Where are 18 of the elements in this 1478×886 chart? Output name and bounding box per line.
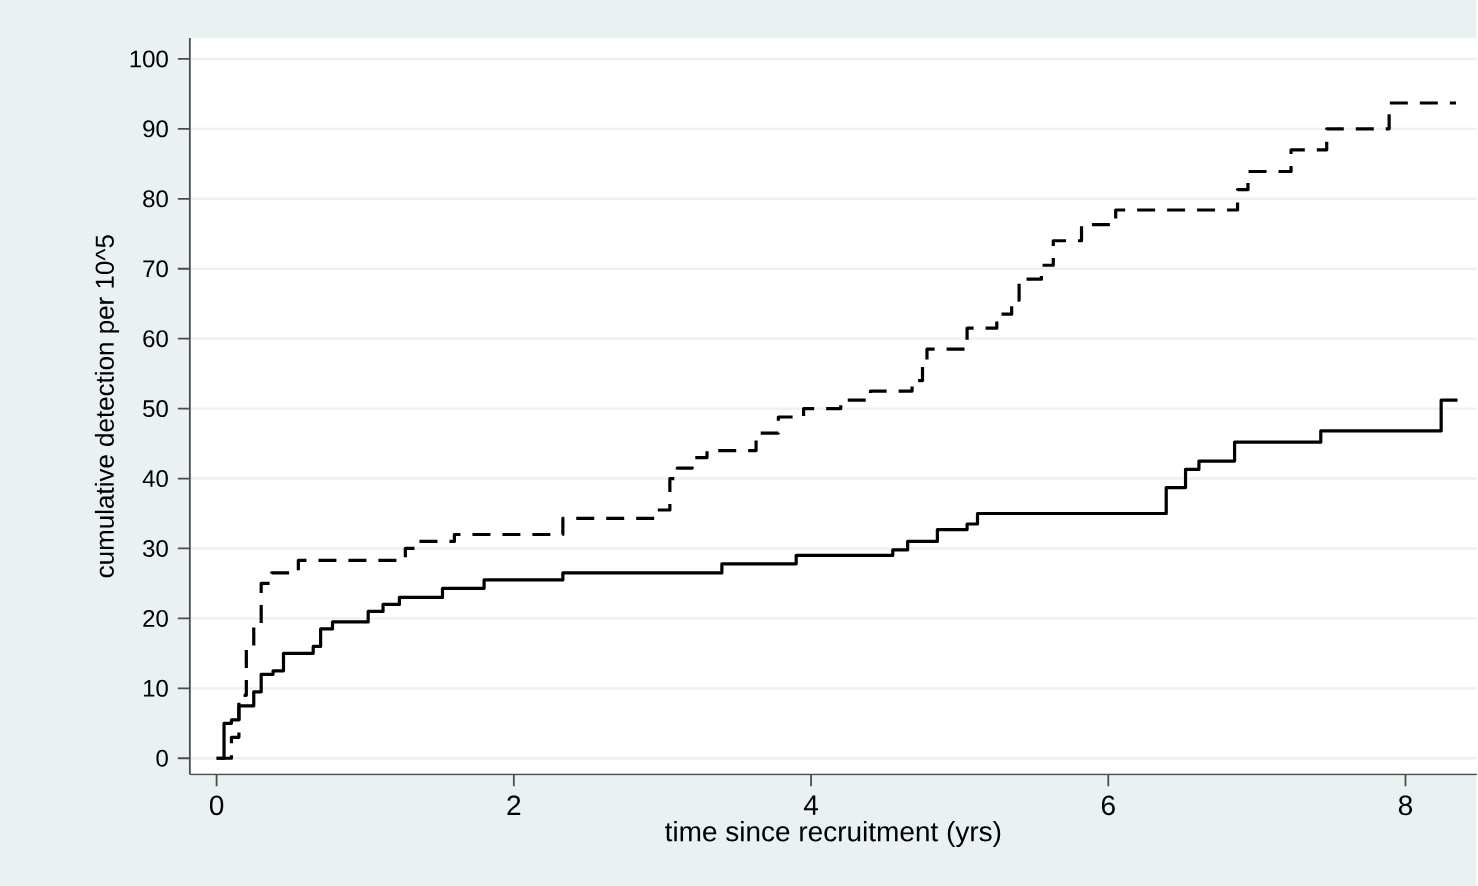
y-tick-label: 30 [143, 539, 168, 557]
x-tick-label: 6 [1101, 795, 1115, 816]
x-tick-label: 8 [1398, 795, 1413, 816]
y-tick-label: 0 [156, 749, 168, 767]
x-tick-label: 4 [803, 795, 818, 815]
y-axis-title: cumulative detection per 10^5 [94, 235, 120, 578]
y-tick-label: 20 [143, 609, 168, 627]
x-tick-label: 0 [209, 795, 224, 816]
y-tick-label: 10 [143, 679, 168, 697]
y-tick-label: 40 [142, 469, 168, 487]
y-tick-label: 90 [143, 120, 168, 138]
y-tick-label: 50 [143, 399, 168, 417]
y-tick-label: 60 [143, 330, 168, 348]
y-tick-label: 80 [143, 190, 168, 208]
y-tick-label: 100 [130, 50, 168, 68]
x-tick-label: 2 [507, 795, 521, 815]
y-tick-label: 70 [143, 260, 168, 278]
x-axis-title: time since recruitment (yrs) [665, 820, 1001, 847]
